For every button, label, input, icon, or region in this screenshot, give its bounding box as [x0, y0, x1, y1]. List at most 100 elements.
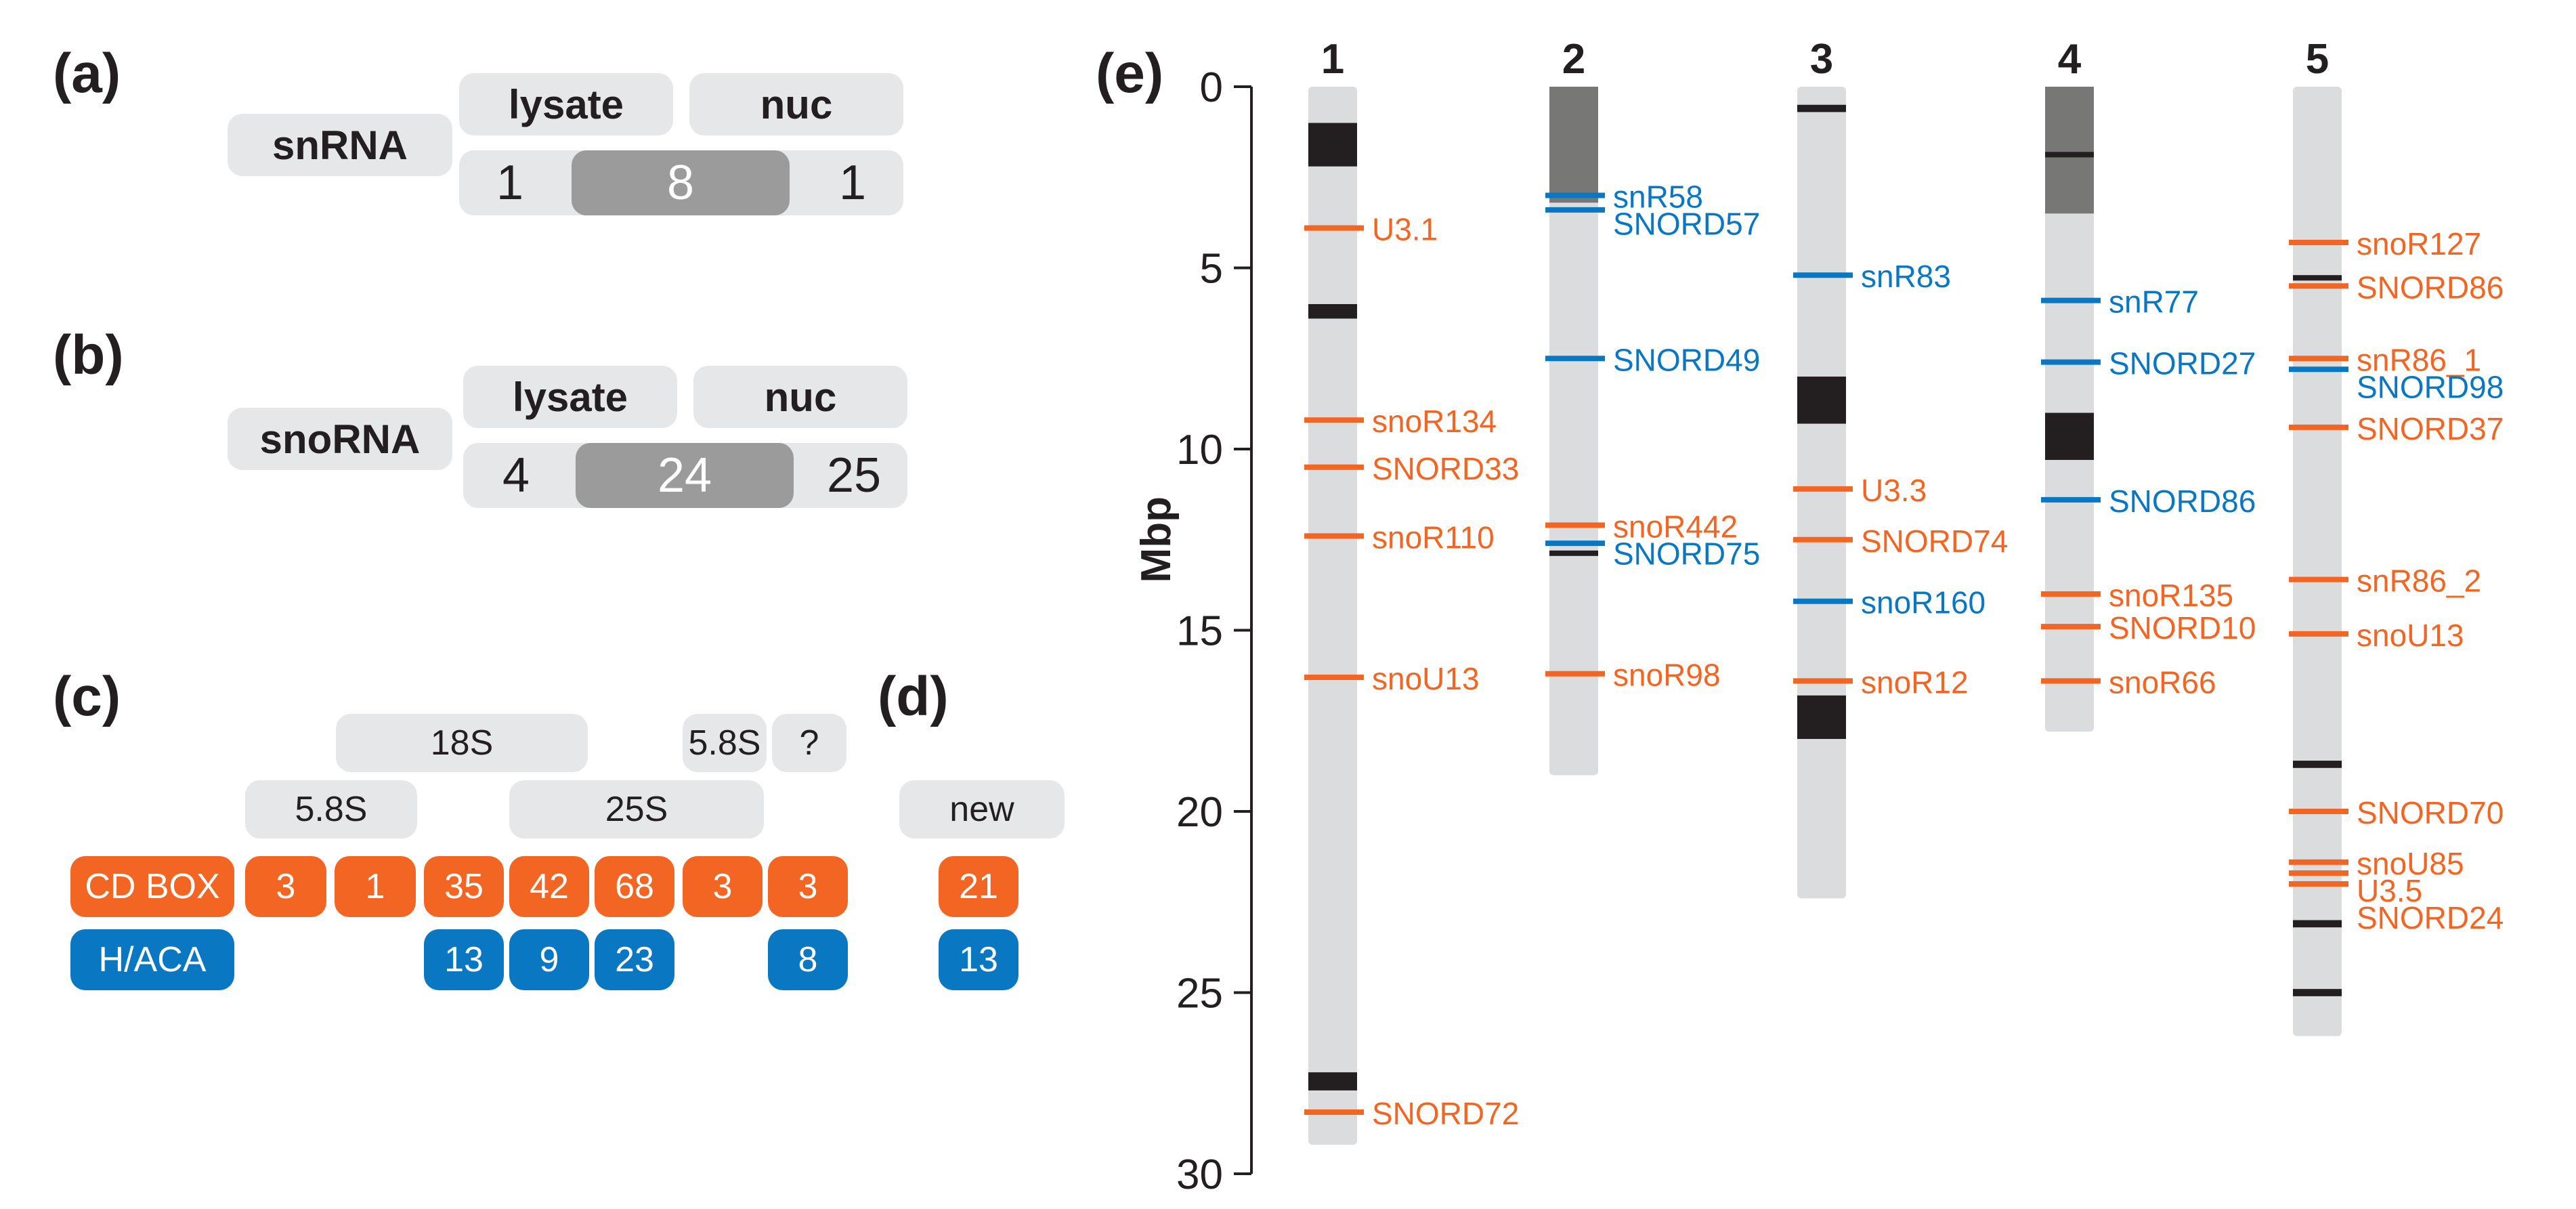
- gene-label-SNORD24: SNORD24: [2357, 900, 2504, 935]
- gene-label-snoR66: snoR66: [2109, 664, 2216, 700]
- haca-row-label: H/ACA: [70, 929, 234, 990]
- gene-label-snoR98: snoR98: [1613, 658, 1721, 693]
- lysate-only-count-a: 1: [496, 156, 524, 210]
- chromosome-1: 1 U3.1 snoR134 SNORD33 snoR110 snoU13 SNORD72: [1304, 36, 1519, 1145]
- new-haca-count: 13: [939, 929, 1018, 990]
- gene-label-SNORD72: SNORD72: [1372, 1096, 1519, 1131]
- cd-count-5-8s-top: 3: [683, 856, 763, 917]
- region-5-8s-bottom: 5.8S: [245, 780, 417, 839]
- panel-b-label: (b): [53, 324, 124, 386]
- centromere-band: [2293, 920, 2342, 928]
- gene-label-snoU13: snoU13: [1372, 661, 1480, 696]
- lysate-only-count-b: 4: [502, 448, 530, 503]
- centromere-band: [2293, 761, 2342, 768]
- shared-count-a: 8: [572, 150, 790, 215]
- snorna-category-box: snoRNA: [228, 408, 452, 470]
- chromosome-body: [1797, 87, 1846, 899]
- y-tick-label: 25: [1176, 971, 1223, 1017]
- haca-count-18s-25s: 9: [509, 929, 589, 990]
- y-axis: 0 5 10 15 20 25 30 Mbp: [1133, 64, 1253, 1198]
- gene-label-snoR110: snoR110: [1372, 519, 1495, 555]
- centromere-band: [2045, 412, 2094, 461]
- gene-label-snR86_1: snR86_1: [2357, 342, 2481, 377]
- panel-d-label: (d): [878, 666, 949, 727]
- heterochromatin-band: [1549, 87, 1598, 203]
- gene-label-U3.1: U3.1: [1372, 212, 1438, 247]
- centromere-band: [2293, 275, 2342, 281]
- gene-label-SNORD27: SNORD27: [2109, 346, 2256, 381]
- gene-label-snR83: snR83: [1861, 259, 1951, 294]
- y-tick-label: 30: [1176, 1151, 1223, 1198]
- gene-label-snoU13: snoU13: [2357, 618, 2464, 653]
- gene-label-snoR160: snoR160: [1861, 585, 1985, 620]
- gene-label-snoR127: snoR127: [2357, 226, 2481, 261]
- y-tick-label: 5: [1200, 246, 1223, 293]
- centromere-band: [1797, 377, 1846, 424]
- lysate-header-b: lysate: [463, 366, 677, 428]
- chromosome-body: [1308, 87, 1357, 1145]
- gene-label-U3.5: U3.5: [2357, 873, 2422, 908]
- chromosome-body: [1549, 87, 1598, 776]
- region-25s: 25S: [509, 780, 764, 839]
- cd-box-row-label: CD BOX: [70, 856, 234, 917]
- centromere-band: [1308, 123, 1357, 167]
- panel-c-label: (c): [53, 666, 121, 727]
- centromere-band: [2045, 152, 2094, 158]
- centromere-band: [1549, 550, 1598, 556]
- y-tick-label: 10: [1176, 427, 1223, 473]
- gene-label-snoR442: snoR442: [1613, 509, 1738, 544]
- gene-label-SNORD74: SNORD74: [1861, 524, 2008, 559]
- centromere-band: [1797, 104, 1846, 112]
- gene-label-snR58: snR58: [1613, 179, 1703, 215]
- region-5-8s-top: 5.8S: [683, 714, 767, 772]
- shared-count-b: 24: [576, 443, 794, 508]
- y-tick-label: 0: [1200, 64, 1223, 111]
- panel-e-label: (e): [1096, 43, 1164, 104]
- nuc-header-a: nuc: [689, 73, 903, 135]
- gene-label-snoR134: snoR134: [1372, 404, 1497, 439]
- gene-label-SNORD10: SNORD10: [2109, 610, 2256, 645]
- centromere-band: [2293, 989, 2342, 996]
- cd-count-18s-a: 35: [424, 856, 504, 917]
- gene-label-snoR135: snoR135: [2109, 578, 2233, 613]
- cd-count-18s-25s: 42: [509, 856, 589, 917]
- chromosomes: 1 U3.1 snoR134 SNORD33 snoR110 snoU13 SNORD72 2…: [1304, 36, 2504, 1145]
- new-header: new: [899, 780, 1065, 839]
- heterochromatin-band: [2045, 87, 2094, 214]
- snrna-category-box: snRNA: [228, 114, 452, 176]
- haca-count-unknown: 8: [768, 929, 848, 990]
- gene-label-SNORD33: SNORD33: [1372, 451, 1519, 486]
- gene-label-snoR12: snoR12: [1861, 664, 1969, 700]
- chromosome-number: 1: [1321, 36, 1344, 83]
- chromosome-body: [2293, 87, 2342, 1036]
- cd-count-5-8s: 3: [245, 856, 326, 917]
- nuc-only-count-b: 25: [826, 448, 882, 503]
- cd-count-unknown: 3: [768, 856, 848, 917]
- gene-label-SNORD98: SNORD98: [2357, 369, 2504, 404]
- chromosome-number: 2: [1562, 36, 1585, 83]
- chromosome-number: 4: [2058, 36, 2082, 83]
- gene-label-snoU85: snoU85: [2357, 846, 2464, 881]
- chromosome-number: 5: [2306, 36, 2329, 83]
- cd-count-25s: 68: [595, 856, 674, 917]
- chromosome-number: 3: [1810, 36, 1833, 83]
- gene-label-SNORD75: SNORD75: [1613, 536, 1760, 571]
- chromosome-3: 3 snR83 U3.3 SNORD74 snoR160 snoR12: [1793, 36, 2008, 899]
- gene-label-SNORD57: SNORD57: [1613, 207, 1760, 242]
- centromere-band: [1308, 1072, 1357, 1090]
- region-18s: 18S: [336, 714, 588, 772]
- nuc-header-b: nuc: [693, 366, 907, 428]
- haca-count-18s-a: 13: [424, 929, 504, 990]
- y-axis-title: Mbp: [1133, 496, 1180, 582]
- region-unknown: ?: [772, 714, 846, 772]
- y-tick-label: 15: [1176, 608, 1223, 655]
- haca-count-25s: 23: [595, 929, 674, 990]
- centromere-band: [1308, 304, 1357, 319]
- panel-a-label: (a): [53, 43, 121, 104]
- gene-label-SNORD49: SNORD49: [1613, 342, 1760, 377]
- centromere-band: [1797, 695, 1846, 739]
